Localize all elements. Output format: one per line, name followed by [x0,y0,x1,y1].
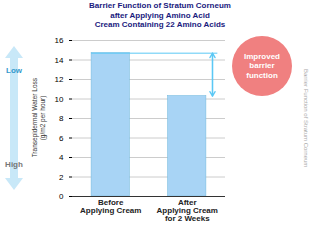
svg-text:14: 14 [55,56,64,65]
svg-text:0: 0 [59,192,64,201]
svg-text:Low: Low [6,66,23,75]
svg-text:16: 16 [55,36,64,45]
html-text:Improved barrier function: Improved barrier function [244,51,280,80]
svg-text:BeforeApplying Cream: BeforeApplying Cream [80,198,141,215]
html-text:Barrier Function of Stratum Co: Barrier Function of Stratum Corneum afte… [89,1,231,30]
svg-text:6: 6 [59,134,64,143]
html-text:Barrier Function of Stratum Co: Barrier Function of Stratum Corneum [303,68,309,168]
svg-text:8: 8 [59,114,64,123]
svg-text:12: 12 [55,75,64,84]
svg-text:4: 4 [59,153,64,162]
svg-text:AfterApplying Creamfor 2 Weeks: AfterApplying Creamfor 2 Weeks [157,198,218,223]
html-text:Transepidermal Water Loss (g/m: Transepidermal Water Loss (g/m2 per hour… [30,78,46,158]
svg-text:High: High [5,160,23,169]
svg-text:10: 10 [55,95,64,104]
svg-text:2: 2 [59,173,64,182]
